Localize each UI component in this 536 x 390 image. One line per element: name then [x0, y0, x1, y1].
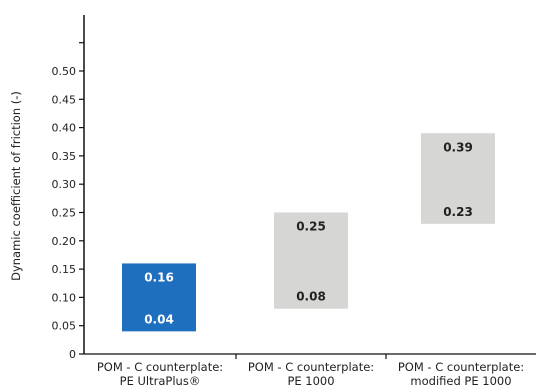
bars	[122, 133, 495, 332]
range-bar	[421, 133, 495, 224]
high-value-label: 0.16	[144, 270, 174, 284]
low-value-label: 0.08	[296, 290, 326, 304]
high-value-label: 0.25	[296, 220, 326, 234]
data-labels: 0.16 0.04 0.25 0.08 0.39 0.23	[144, 140, 473, 326]
y-axis-label: Dynamic coefficient of friction (-)	[9, 91, 23, 281]
category-label: PE 1000	[287, 374, 334, 388]
low-value-label: 0.23	[443, 205, 473, 219]
y-tick-label: 0	[69, 348, 76, 361]
y-tick-label: 0.20	[52, 235, 77, 248]
y-tick-label: 0.45	[52, 93, 77, 106]
y-tick-label: 0.50	[52, 65, 77, 78]
category-label: POM - C counterplate:	[97, 360, 223, 374]
y-tick-label: 0.35	[52, 150, 77, 163]
y-tick-label: 0.25	[52, 207, 77, 220]
category-label: POM - C counterplate:	[398, 360, 524, 374]
category-label: modified PE 1000	[410, 374, 511, 388]
y-tick-label: 0.10	[52, 291, 77, 304]
low-value-label: 0.04	[144, 312, 174, 326]
y-tick-label: 0.05	[52, 320, 77, 333]
range-bar	[122, 263, 196, 332]
high-value-label: 0.39	[443, 140, 473, 154]
axes: 0 0.05 0.10 0.15 0.20 0.25 0.30 0.35 0.40 0.45 0.5…	[52, 15, 536, 361]
category-labels: POM - C counterplate:PE UltraPlus®POM - …	[97, 360, 524, 388]
y-tick-label: 0.30	[52, 178, 77, 191]
y-tick-label: 0.40	[52, 122, 77, 135]
category-label: POM - C counterplate:	[248, 360, 374, 374]
range-bar	[274, 212, 348, 309]
category-label: PE UltraPlus®	[120, 374, 201, 388]
y-tick-label: 0.15	[52, 263, 77, 276]
